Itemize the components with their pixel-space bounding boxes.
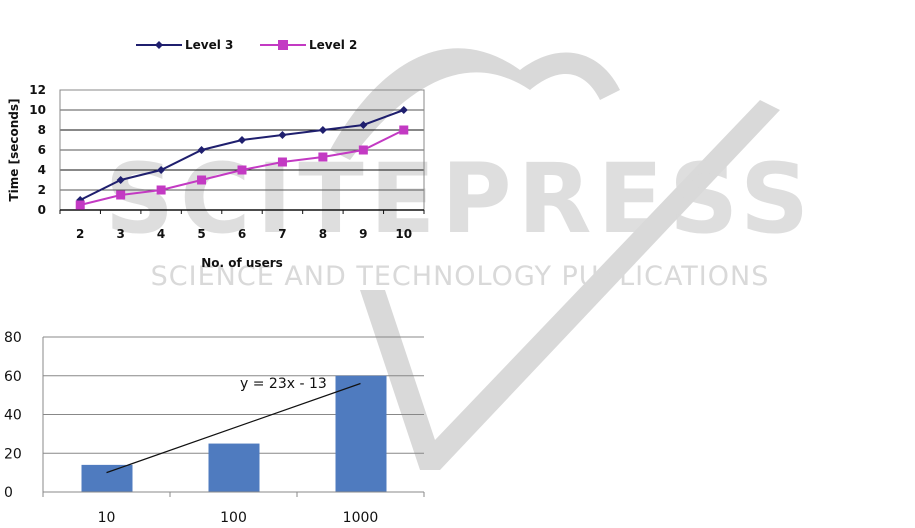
watermark-title: SCITEPRESS: [105, 143, 815, 255]
y-tick-label: 60: [4, 369, 22, 385]
x-tick-label: 3: [116, 227, 124, 241]
data-point: [277, 157, 287, 167]
y-tick-label: 10: [29, 103, 46, 117]
legend-marker: [155, 41, 163, 49]
y-tick-label: 4: [38, 163, 46, 177]
data-point: [358, 145, 368, 155]
data-point: [197, 175, 207, 185]
x-tick-label: 8: [319, 227, 327, 241]
y-tick-label: 12: [29, 83, 46, 97]
legend-marker: [278, 40, 288, 50]
x-tick-label: 100: [220, 510, 247, 526]
bar-chart: 0 20 40 60 80 10 100 1000 y = 23x - 13: [4, 330, 425, 526]
bar: [81, 464, 133, 492]
x-tick-label: 10: [98, 510, 116, 526]
x-tick-label: 5: [197, 227, 205, 241]
y-tick-label: 2: [38, 183, 46, 197]
data-point: [157, 166, 166, 174]
y-tick-label: 8: [38, 123, 46, 137]
data-point: [237, 165, 247, 175]
x-tick-label: 7: [278, 227, 286, 241]
x-tick-label: 9: [359, 227, 367, 241]
x-tick-label: 2: [76, 227, 84, 241]
y-tick-label: 20: [4, 446, 22, 462]
y-tick-label: 0: [4, 485, 13, 501]
x-tick-label: 10: [395, 227, 412, 241]
legend-label: Level 2: [309, 38, 357, 52]
data-point: [399, 125, 409, 135]
y-tick-label: 0: [38, 203, 46, 217]
data-point: [238, 136, 246, 144]
data-point: [359, 121, 368, 129]
legend-label: Level 3: [185, 38, 233, 52]
line-chart: 0 2 4 6 8 10 12 2 3 4 5 6 7 8 9 10 No. of users Time [sec…: [7, 38, 425, 270]
x-tick-label: 6: [238, 227, 246, 241]
data-point: [75, 200, 85, 210]
y-tick-label: 6: [38, 143, 46, 157]
y-tick-label: 80: [4, 330, 22, 346]
data-point: [156, 185, 166, 195]
y-axis-title: Time [seconds]: [7, 98, 21, 201]
data-point: [278, 131, 287, 139]
data-point: [318, 152, 328, 162]
data-point: [116, 190, 126, 200]
watermark: SCITEPRESS SCIENCE AND TECHNOLOGY PUBLIC…: [105, 48, 815, 470]
data-point: [116, 176, 125, 184]
x-axis-title: No. of users: [201, 256, 283, 270]
x-tick-label: 1000: [343, 510, 379, 526]
data-point: [399, 106, 408, 114]
trendline: [106, 382, 361, 474]
y-tick-label: 40: [4, 408, 22, 424]
trendline-equation: y = 23x - 13: [240, 376, 327, 392]
bar: [335, 375, 387, 492]
data-point: [318, 126, 327, 134]
bar: [208, 443, 260, 492]
watermark-subtitle: SCIENCE AND TECHNOLOGY PUBLICATIONS: [151, 261, 770, 292]
data-point: [197, 146, 206, 154]
x-tick-label: 4: [157, 227, 165, 241]
